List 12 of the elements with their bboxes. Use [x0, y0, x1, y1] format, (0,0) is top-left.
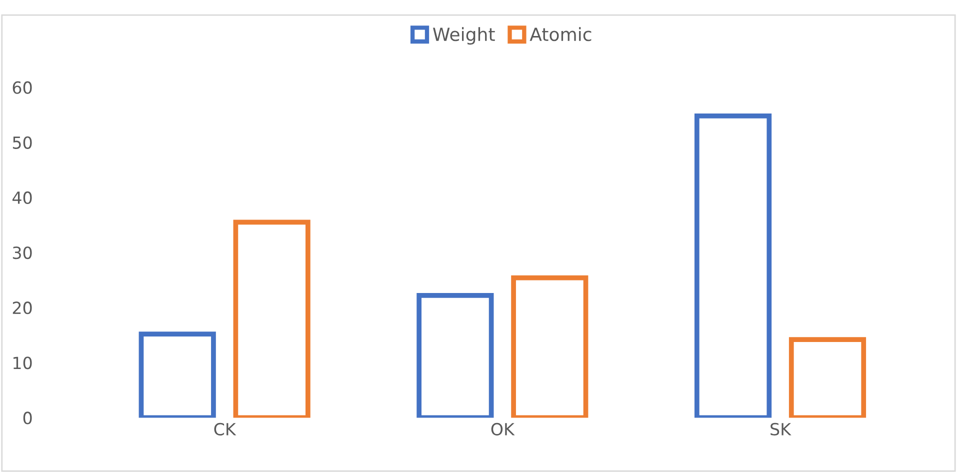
y-tick-label: 10 — [14, 356, 32, 370]
y-tick-label: 50 — [12, 136, 32, 149]
y-tick-label: 60 — [12, 81, 32, 94]
x-tick-label: OK — [491, 422, 515, 436]
y-tick-label: 20 — [12, 302, 32, 314]
x-tick-label: CK — [214, 422, 236, 436]
legend-label: Weight — [433, 27, 495, 45]
x-tick-label: SK — [770, 422, 792, 436]
legend-label: Atomic — [530, 27, 592, 42]
y-tick-label: 30 — [12, 246, 32, 260]
y-tick-label: 0 — [23, 412, 32, 424]
y-tick-label: 40 — [12, 191, 32, 204]
